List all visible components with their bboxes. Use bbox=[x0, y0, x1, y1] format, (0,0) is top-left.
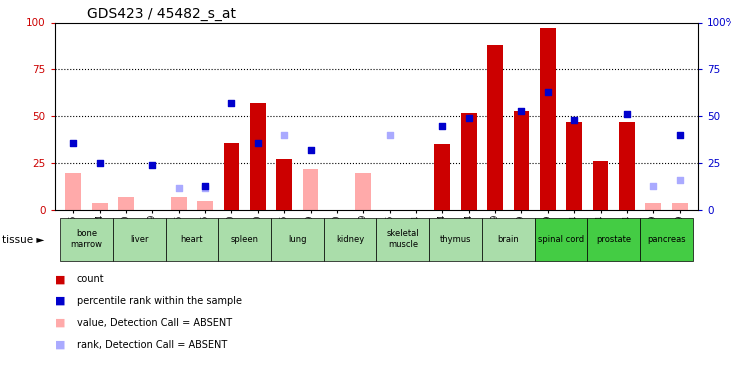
Bar bbox=[60, 217, 113, 261]
Point bbox=[173, 184, 185, 190]
Point bbox=[67, 140, 79, 146]
Text: tissue ►: tissue ► bbox=[2, 235, 45, 245]
Text: brain: brain bbox=[497, 235, 519, 244]
Bar bbox=[461, 112, 477, 210]
Text: skeletal
muscle: skeletal muscle bbox=[387, 230, 419, 249]
Text: spleen: spleen bbox=[231, 235, 259, 244]
Point bbox=[463, 115, 474, 121]
Point bbox=[146, 162, 158, 168]
Point bbox=[621, 111, 633, 117]
Bar bbox=[197, 201, 213, 210]
Text: ■: ■ bbox=[55, 274, 65, 284]
Bar bbox=[434, 144, 450, 210]
Bar bbox=[224, 142, 239, 210]
Bar bbox=[482, 217, 534, 261]
Bar bbox=[303, 169, 319, 210]
Text: ■: ■ bbox=[55, 318, 65, 328]
Point bbox=[305, 147, 317, 153]
Bar bbox=[514, 111, 529, 210]
Bar bbox=[65, 172, 81, 210]
Bar bbox=[429, 217, 482, 261]
Bar bbox=[91, 202, 107, 210]
Point bbox=[384, 132, 395, 138]
Text: pancreas: pancreas bbox=[647, 235, 686, 244]
Point bbox=[252, 140, 264, 146]
Bar bbox=[567, 122, 582, 210]
Bar bbox=[171, 197, 186, 210]
Point bbox=[200, 184, 211, 190]
Point bbox=[200, 183, 211, 189]
Text: kidney: kidney bbox=[336, 235, 364, 244]
Point bbox=[674, 132, 686, 138]
Text: percentile rank within the sample: percentile rank within the sample bbox=[77, 296, 242, 306]
Bar bbox=[645, 202, 662, 210]
Bar bbox=[113, 217, 165, 261]
Text: GDS423 / 45482_s_at: GDS423 / 45482_s_at bbox=[87, 8, 236, 21]
Text: heart: heart bbox=[181, 235, 203, 244]
Bar bbox=[376, 217, 429, 261]
Bar bbox=[324, 217, 376, 261]
Point bbox=[568, 117, 580, 123]
Point bbox=[94, 160, 105, 166]
Text: rank, Detection Call = ABSENT: rank, Detection Call = ABSENT bbox=[77, 340, 227, 350]
Bar bbox=[165, 217, 219, 261]
Bar bbox=[640, 217, 693, 261]
Bar bbox=[672, 202, 688, 210]
Bar bbox=[250, 103, 266, 210]
Bar bbox=[487, 45, 503, 210]
Bar bbox=[534, 217, 588, 261]
Bar bbox=[219, 217, 271, 261]
Point bbox=[436, 123, 448, 129]
Bar bbox=[271, 217, 324, 261]
Point bbox=[542, 89, 553, 95]
Text: value, Detection Call = ABSENT: value, Detection Call = ABSENT bbox=[77, 318, 232, 328]
Point bbox=[279, 132, 290, 138]
Text: spinal cord: spinal cord bbox=[538, 235, 584, 244]
Text: prostate: prostate bbox=[596, 235, 632, 244]
Text: ■: ■ bbox=[55, 296, 65, 306]
Text: thymus: thymus bbox=[440, 235, 471, 244]
Bar bbox=[540, 28, 556, 210]
Point bbox=[674, 177, 686, 183]
Bar bbox=[355, 172, 371, 210]
Bar bbox=[588, 217, 640, 261]
Bar bbox=[593, 161, 608, 210]
Bar bbox=[276, 169, 292, 210]
Bar bbox=[619, 122, 635, 210]
Text: count: count bbox=[77, 274, 105, 284]
Point bbox=[648, 183, 659, 189]
Point bbox=[226, 100, 238, 106]
Text: lung: lung bbox=[288, 235, 306, 244]
Text: ■: ■ bbox=[55, 340, 65, 350]
Bar bbox=[118, 197, 134, 210]
Text: bone
marrow: bone marrow bbox=[70, 230, 102, 249]
Text: liver: liver bbox=[130, 235, 148, 244]
Bar bbox=[276, 159, 292, 210]
Point bbox=[515, 108, 527, 114]
